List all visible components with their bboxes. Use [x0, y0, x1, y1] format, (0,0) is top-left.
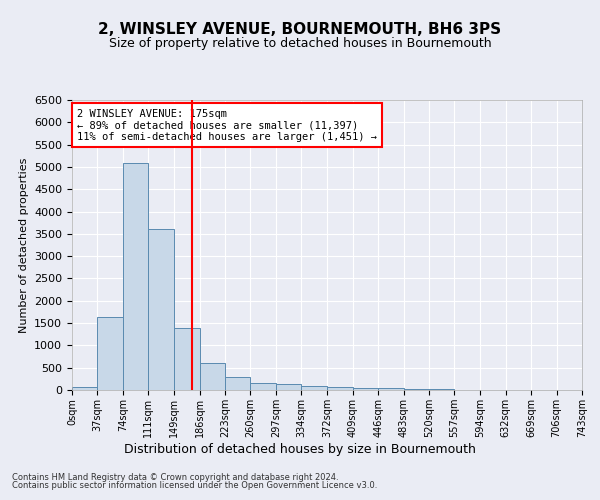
Bar [404, 389, 429, 390]
Bar [200, 363, 225, 390]
Bar [148, 230, 174, 390]
Text: Contains public sector information licensed under the Open Government Licence v3: Contains public sector information licen… [12, 481, 377, 490]
Text: Size of property relative to detached houses in Bournemouth: Size of property relative to detached ho… [109, 38, 491, 51]
Bar [225, 377, 250, 390]
Bar [97, 318, 123, 390]
Text: Contains HM Land Registry data © Crown copyright and database right 2024.: Contains HM Land Registry data © Crown c… [12, 472, 338, 482]
Text: Distribution of detached houses by size in Bournemouth: Distribution of detached houses by size … [124, 442, 476, 456]
Bar [378, 388, 404, 390]
Bar [250, 384, 276, 390]
Bar [174, 328, 200, 390]
Bar [301, 386, 328, 390]
Text: 2 WINSLEY AVENUE: 175sqm
← 89% of detached houses are smaller (11,397)
11% of se: 2 WINSLEY AVENUE: 175sqm ← 89% of detach… [77, 108, 377, 142]
Y-axis label: Number of detached properties: Number of detached properties [19, 158, 29, 332]
Bar [328, 388, 353, 390]
Text: 2, WINSLEY AVENUE, BOURNEMOUTH, BH6 3PS: 2, WINSLEY AVENUE, BOURNEMOUTH, BH6 3PS [98, 22, 502, 38]
Bar [72, 388, 97, 390]
Bar [123, 164, 148, 390]
Bar [276, 384, 301, 390]
Bar [353, 388, 378, 390]
